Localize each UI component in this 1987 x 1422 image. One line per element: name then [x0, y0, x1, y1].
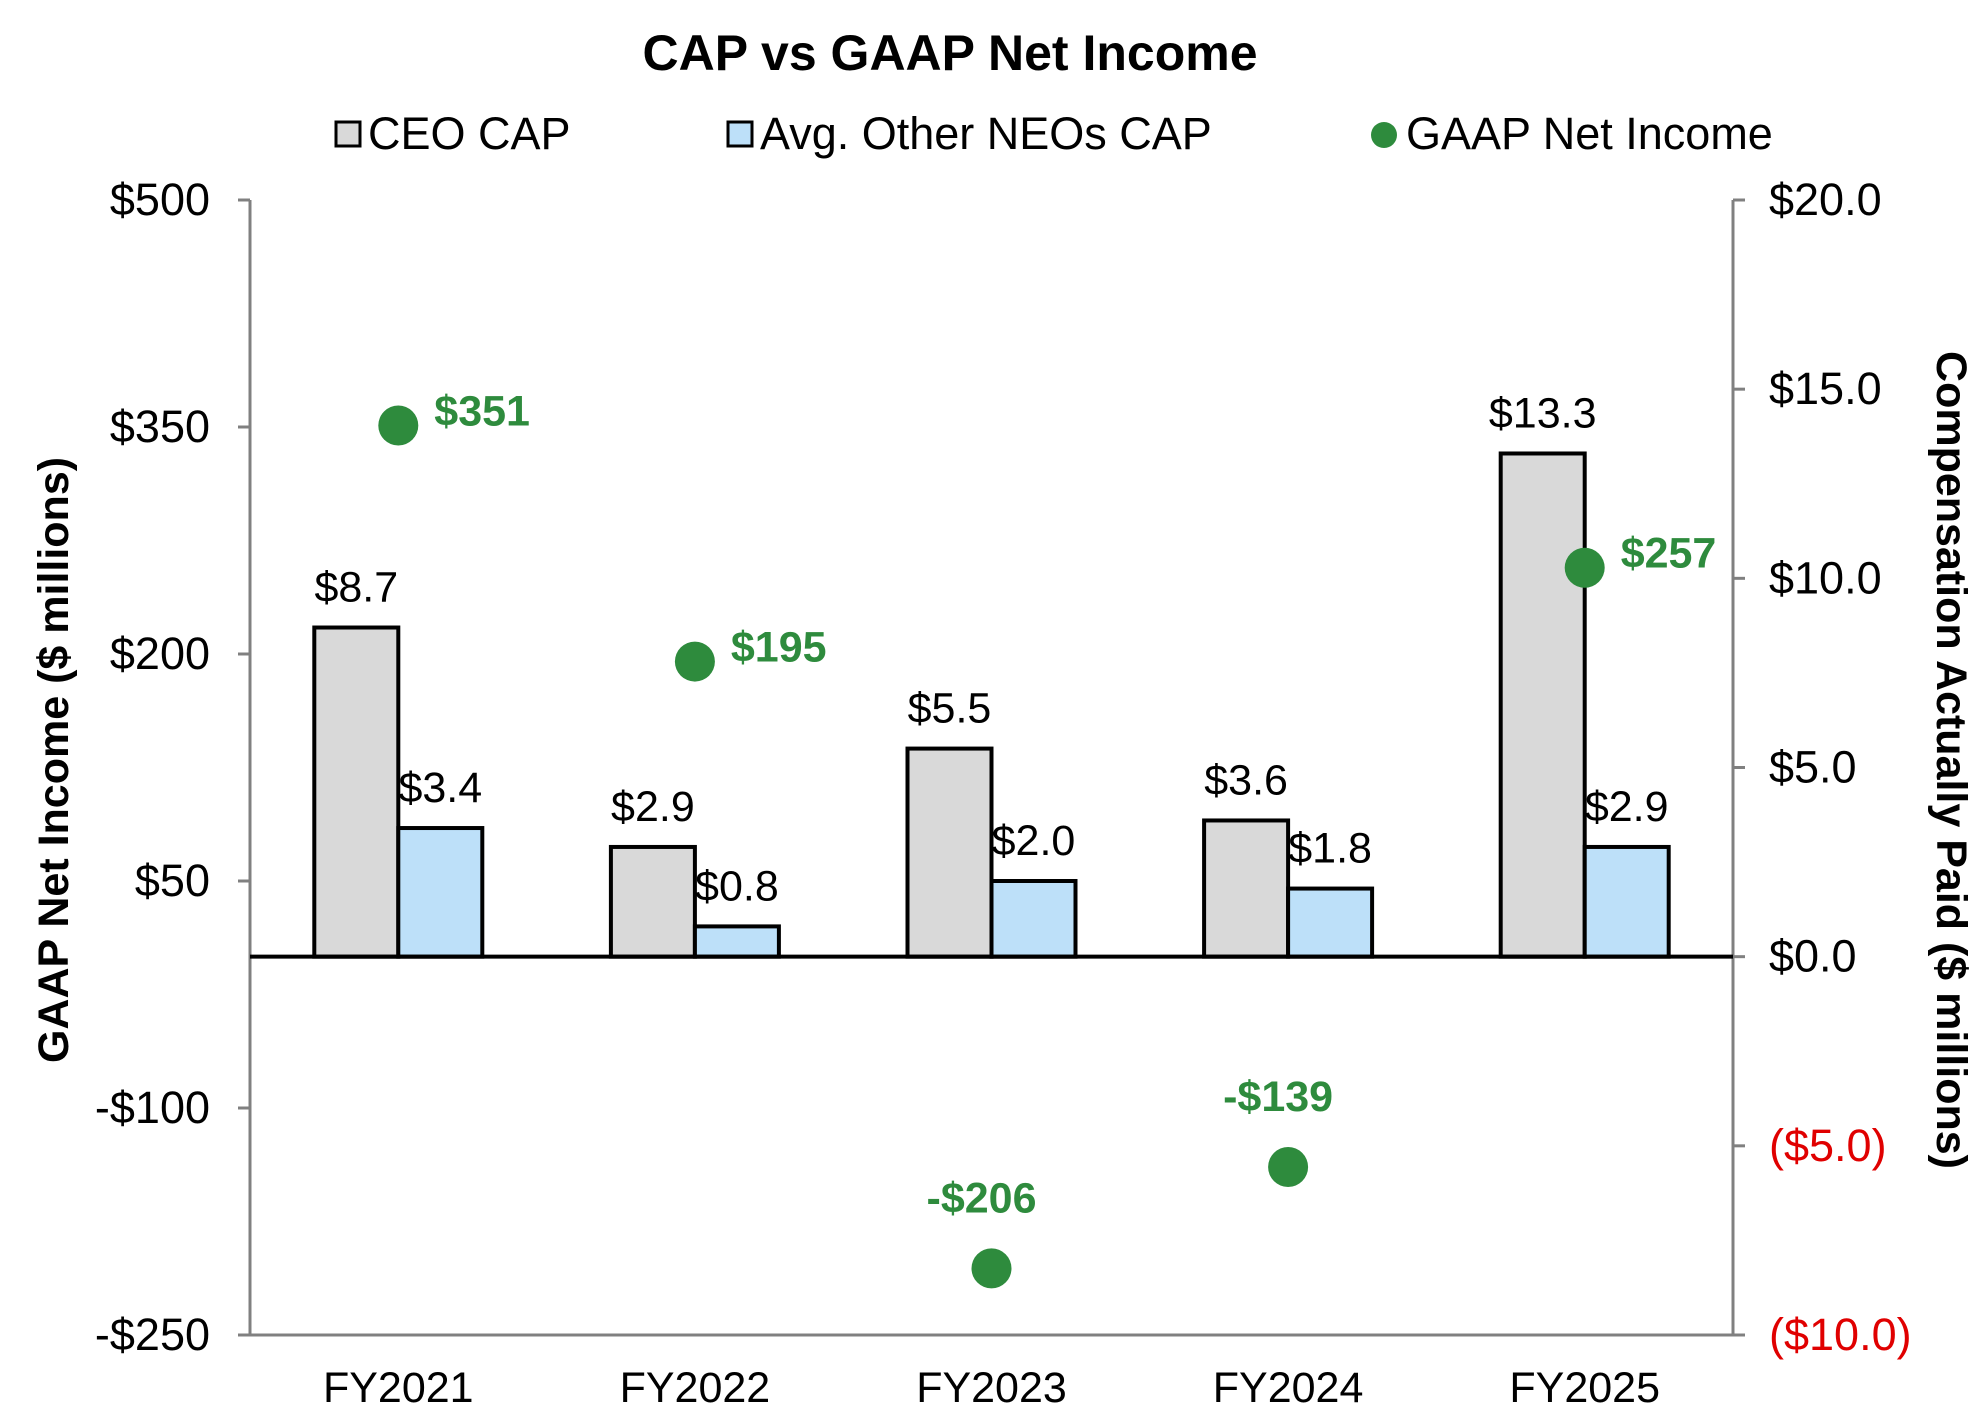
net-income-label-fy2023: -$206	[927, 1174, 1037, 1222]
net-income-label-fy2025: $257	[1621, 530, 1717, 578]
net-income-point-fy2024	[1268, 1147, 1309, 1188]
bar-avg-other-neos-cap-fy2021	[396, 826, 485, 959]
category-labels: FY2021 FY2022 FY2023 FY2024 FY2025	[323, 1364, 1660, 1412]
chart-title: CAP vs GAAP Net Income	[642, 25, 1257, 81]
bar-avg-other-neos-cap-fy2023	[989, 879, 1078, 959]
net-income-point-fy2023	[971, 1248, 1012, 1289]
left-tick-label: $50	[135, 855, 210, 906]
bar-label-avg-other-neos-cap-fy2022: $0.8	[695, 862, 779, 910]
left-tick-label: -$100	[95, 1082, 210, 1133]
net-income-label-fy2022: $195	[731, 624, 827, 672]
right-tick-label: ($5.0)	[1769, 1120, 1887, 1171]
bar-avg-other-neos-cap-fy2024	[1286, 886, 1375, 959]
net-income-point-fy2025	[1564, 547, 1605, 588]
bar-label-avg-other-neos-cap-fy2021: $3.4	[398, 764, 482, 812]
left-tick-label: $350	[110, 401, 210, 452]
bar-label-avg-other-neos-cap-fy2023: $2.0	[992, 817, 1076, 865]
right-tick-label: $10.0	[1769, 552, 1882, 603]
left-tick-label: $500	[110, 174, 210, 225]
right-tick-label: $15.0	[1769, 363, 1882, 414]
category-label-fy2023: FY2023	[916, 1364, 1067, 1412]
left-axis-ticks: $500 $350 $200 $50 -$100 -$250	[95, 174, 250, 1360]
right-tick-label: ($10.0)	[1769, 1309, 1912, 1360]
bar-label-avg-other-neos-cap-fy2025: $2.9	[1585, 783, 1669, 831]
category-label-fy2025: FY2025	[1509, 1364, 1660, 1412]
bar-label-ceo-cap-fy2021: $8.7	[314, 564, 398, 612]
bar-series: $8.7 $2.9 $5.5 $3.6 $13.3 $3.4 $0.8 $2.0 $1.8 $2.…	[312, 389, 1671, 959]
left-tick-label: -$250	[95, 1309, 210, 1360]
legend: CEO CAP Avg. Other NEOs CAP GAAP Net Inc…	[334, 108, 1773, 159]
bar-label-ceo-cap-fy2024: $3.6	[1204, 756, 1288, 804]
left-axis-title: GAAP Net Income ($ millions)	[30, 457, 78, 1063]
right-axis-ticks: $20.0 $15.0 $10.0 $5.0 $0.0 ($5.0) ($10.0)	[1733, 174, 1912, 1360]
category-label-fy2024: FY2024	[1213, 1364, 1364, 1412]
bar-label-ceo-cap-fy2025: $13.3	[1489, 389, 1597, 437]
bar-avg-other-neos-cap-fy2025	[1582, 844, 1671, 959]
left-tick-label: $200	[110, 628, 210, 679]
legend-label-gaap-net-income: GAAP Net Income	[1406, 108, 1773, 159]
bar-avg-other-neos-cap-fy2022	[692, 924, 781, 959]
legend-swatch-ceo-cap	[334, 120, 362, 148]
net-income-point-fy2021	[378, 405, 419, 446]
bar-ceo-cap-fy2024	[1202, 818, 1291, 959]
right-tick-label: $5.0	[1769, 742, 1857, 793]
legend-label-ceo-cap: CEO CAP	[368, 108, 571, 159]
bar-label-avg-other-neos-cap-fy2024: $1.8	[1288, 825, 1372, 873]
bar-label-ceo-cap-fy2022: $2.9	[611, 783, 695, 831]
right-tick-label: $0.0	[1769, 931, 1857, 982]
net-income-label-fy2024: -$139	[1223, 1073, 1333, 1121]
category-label-fy2022: FY2022	[620, 1364, 771, 1412]
legend-label-avg-other-neos-cap: Avg. Other NEOs CAP	[760, 108, 1212, 159]
net-income-point-fy2022	[674, 641, 715, 682]
right-tick-label: $20.0	[1769, 174, 1882, 225]
net-income-points: $351 $195 -$206 -$139 $257	[378, 387, 1717, 1289]
bar-ceo-cap-fy2025	[1498, 451, 1587, 959]
legend-marker-gaap-net-income	[1371, 122, 1397, 148]
legend-swatch-avg-other-neos-cap	[726, 120, 754, 148]
right-axis-title: Compensation Actually Paid ($ millions)	[1927, 351, 1975, 1169]
net-income-label-fy2021: $351	[434, 387, 530, 435]
bar-ceo-cap-fy2022	[608, 844, 697, 959]
bar-ceo-cap-fy2023	[905, 746, 994, 959]
bar-ceo-cap-fy2021	[312, 625, 401, 959]
bar-label-ceo-cap-fy2023: $5.5	[908, 685, 992, 733]
category-label-fy2021: FY2021	[323, 1364, 474, 1412]
